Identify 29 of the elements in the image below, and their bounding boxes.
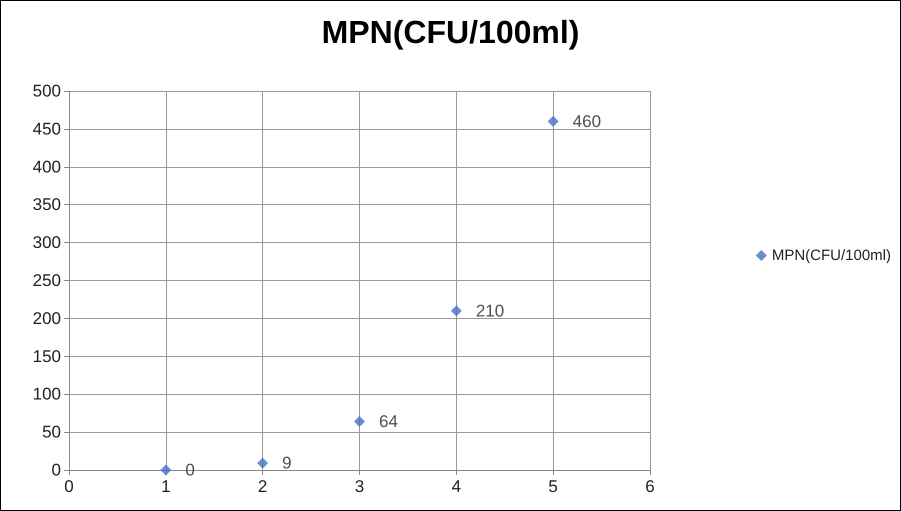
point: [548, 116, 559, 127]
y-tick-label: 0: [52, 460, 61, 480]
x-tick-label: 4: [452, 477, 462, 496]
point: [160, 464, 172, 476]
y-tick-label: 150: [32, 346, 61, 366]
y-tick-label: 200: [32, 308, 61, 328]
y-tick-label: 450: [32, 119, 61, 138]
y-tick-label: 250: [32, 271, 61, 290]
x-tick-label: 6: [645, 477, 655, 496]
data-label: 9: [282, 454, 292, 473]
y-tick-label: 100: [32, 384, 61, 404]
point: [450, 305, 462, 316]
y-tick-label: 500: [32, 82, 61, 100]
y-tick-label: 300: [32, 233, 61, 252]
legend-label: MPN(CFU/100ml): [772, 247, 892, 264]
y-tick-label: 350: [32, 195, 61, 214]
x-tick-label: 3: [354, 477, 364, 496]
x-tick-label: 0: [64, 477, 74, 496]
y-tick-label: 400: [32, 157, 61, 176]
data-label: 210: [476, 301, 504, 320]
data-label: 64: [379, 412, 398, 431]
point: [257, 458, 268, 469]
x-tick-label: 5: [548, 477, 558, 496]
y-tick-label: 50: [42, 422, 61, 442]
point: [354, 416, 365, 427]
x-tick-label: 2: [258, 477, 268, 496]
chart-title: MPN(CFU/100ml): [322, 14, 580, 50]
data-label: 460: [572, 112, 602, 131]
x-tick-label: 1: [161, 477, 171, 496]
